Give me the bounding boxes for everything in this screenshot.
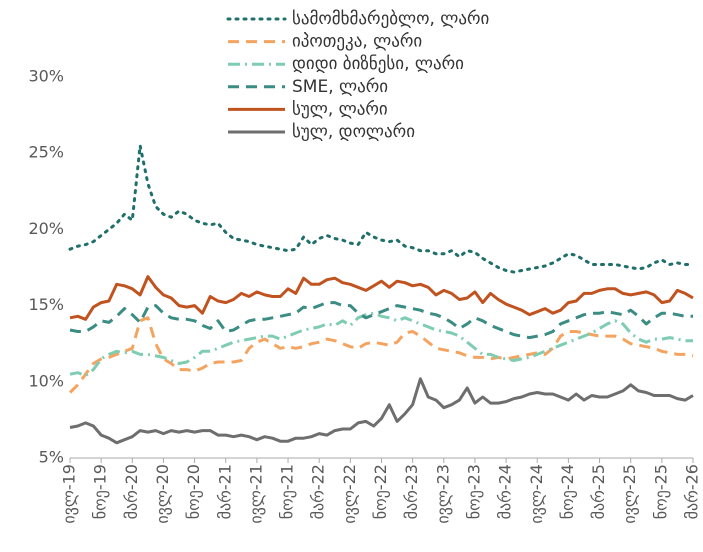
- x-tick-label: მარ-25: [589, 464, 608, 519]
- y-tick-label: 15%: [28, 295, 64, 314]
- series-line: [68, 144, 695, 274]
- x-tick-label: მარ-21: [215, 464, 234, 519]
- x-tick-label: ივლ-25: [620, 464, 639, 524]
- y-tick-label: 20%: [28, 219, 64, 238]
- legend-label: დიდი ბიზნესი, ლარი: [292, 54, 464, 74]
- x-tick-label: ივლ-19: [60, 464, 79, 524]
- y-tick-label: 25%: [28, 143, 64, 162]
- x-tick-label: მარ-20: [122, 464, 141, 519]
- legend-label: სულ, ლარი: [292, 99, 388, 119]
- x-tick-label: ივლ-22: [340, 464, 359, 524]
- x-tick-label: ნოე-20: [184, 464, 203, 519]
- x-tick-label: მარ-26: [683, 464, 702, 519]
- series-line: [69, 311, 693, 378]
- x-tick-label: ივლ-21: [246, 464, 265, 524]
- x-tick-label: მარ-24: [496, 464, 515, 519]
- x-tick-label: მარ-23: [402, 464, 421, 519]
- y-tick-label: 5%: [39, 448, 64, 467]
- x-tick-label: ივლ-20: [153, 464, 172, 524]
- x-tick-label: მარ-22: [309, 464, 328, 519]
- x-tick-label: ნოე-19: [91, 464, 110, 519]
- y-tick-label: 10%: [28, 371, 64, 390]
- x-tick-label: ივლ-24: [527, 464, 546, 524]
- series-line: [68, 316, 694, 394]
- series-line: [69, 301, 693, 340]
- x-tick-label: ნოე-22: [371, 464, 390, 519]
- x-tick-label: ნოე-21: [278, 464, 297, 519]
- series-line: [69, 377, 694, 445]
- x-tick-label: ნოე-24: [558, 464, 577, 519]
- x-tick-label: ივლ-23: [433, 464, 452, 524]
- legend-label: სულ, დოლარი: [292, 122, 415, 142]
- x-tick-label: ნოე-23: [464, 464, 483, 519]
- legend-label: SME, ლარი: [292, 77, 388, 97]
- x-tick-label: ნოე-25: [651, 464, 670, 519]
- series-line: [69, 275, 694, 321]
- legend-label: სამომხმარებლო, ლარი: [292, 9, 489, 29]
- legend-label: იპოთეკა, ლარი: [292, 32, 422, 52]
- y-tick-label: 30%: [28, 67, 64, 86]
